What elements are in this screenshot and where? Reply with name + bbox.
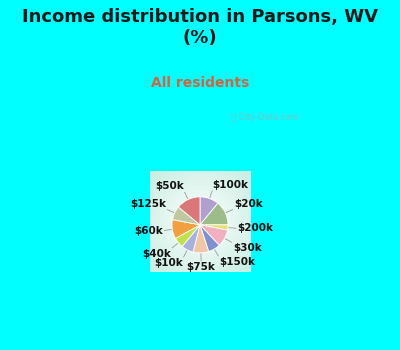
Text: $20k: $20k <box>234 199 263 209</box>
Wedge shape <box>200 225 228 245</box>
Wedge shape <box>182 225 200 252</box>
Wedge shape <box>200 225 219 252</box>
Text: $50k: $50k <box>155 181 184 191</box>
Wedge shape <box>200 197 218 225</box>
Text: $75k: $75k <box>187 262 216 272</box>
Text: $150k: $150k <box>219 257 255 267</box>
Text: $30k: $30k <box>233 243 262 253</box>
Text: $40k: $40k <box>142 249 171 259</box>
Wedge shape <box>178 197 200 225</box>
Wedge shape <box>172 219 200 238</box>
Text: $200k: $200k <box>237 223 273 233</box>
Wedge shape <box>200 203 228 225</box>
Text: ⓘ City-Data.com: ⓘ City-Data.com <box>231 113 299 122</box>
Text: All residents: All residents <box>151 76 249 90</box>
Text: $100k: $100k <box>213 180 249 190</box>
Wedge shape <box>193 225 209 253</box>
Text: $60k: $60k <box>134 226 163 236</box>
Text: $125k: $125k <box>130 199 166 209</box>
Wedge shape <box>176 225 200 246</box>
Text: Income distribution in Parsons, WV
(%): Income distribution in Parsons, WV (%) <box>22 8 378 48</box>
Wedge shape <box>200 225 228 230</box>
Text: $10k: $10k <box>154 258 183 268</box>
Wedge shape <box>172 207 200 225</box>
